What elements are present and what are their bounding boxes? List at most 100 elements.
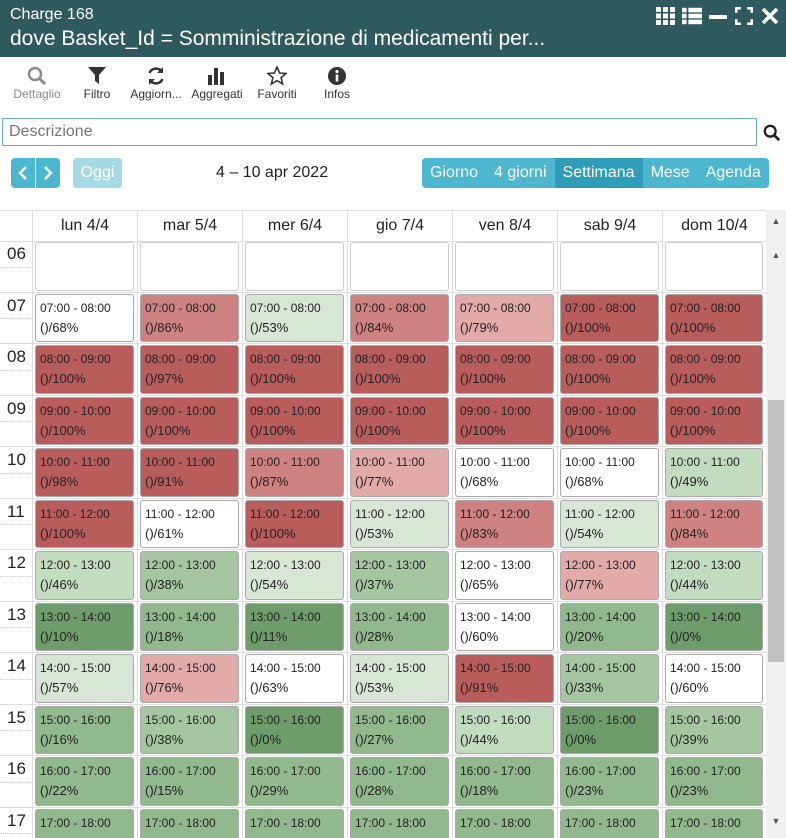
calendar-event[interactable]: 08:00 - 09:00 ()/97% — [140, 345, 239, 394]
calendar-event[interactable]: 14:00 - 15:00 ()/91% — [455, 654, 554, 703]
calendar-event[interactable]: 09:00 - 10:00 ()/100% — [140, 396, 239, 445]
calendar-event[interactable]: 07:00 - 08:00 ()/68% — [35, 293, 134, 342]
calendar-event[interactable]: 17:00 - 18:00 — [455, 808, 554, 838]
calendar-event[interactable]: 10:00 - 11:00 ()/98% — [35, 448, 134, 497]
calendar-event[interactable]: 07:00 - 08:00 ()/86% — [140, 293, 239, 342]
calendar-event[interactable]: 08:00 - 09:00 ()/100% — [455, 345, 554, 394]
view-tab-mese[interactable]: Mese — [642, 158, 698, 188]
search-button[interactable] — [760, 120, 784, 146]
calendar-event[interactable]: 16:00 - 17:00 ()/18% — [455, 757, 554, 806]
calendar-event[interactable]: 10:00 - 11:00 ()/87% — [245, 448, 344, 497]
calendar-event[interactable]: 11:00 - 12:00 ()/54% — [560, 499, 659, 548]
calendar-event[interactable]: 11:00 - 12:00 ()/83% — [455, 499, 554, 548]
calendar-event[interactable]: 15:00 - 16:00 ()/39% — [665, 705, 763, 754]
calendar-event[interactable]: 15:00 - 16:00 ()/0% — [245, 705, 344, 754]
calendar-event[interactable]: 11:00 - 12:00 ()/61% — [140, 499, 239, 548]
calendar-event[interactable]: 13:00 - 14:00 ()/10% — [35, 602, 134, 651]
empty-slot[interactable] — [560, 242, 659, 291]
calendar-event[interactable]: 12:00 - 13:00 ()/37% — [350, 551, 449, 600]
calendar-event[interactable]: 09:00 - 10:00 ()/100% — [35, 396, 134, 445]
calendar-event[interactable]: 15:00 - 16:00 ()/38% — [140, 705, 239, 754]
calendar-event[interactable]: 10:00 - 11:00 ()/68% — [455, 448, 554, 497]
calendar-event[interactable]: 14:00 - 15:00 ()/33% — [560, 654, 659, 703]
toolbar-button-favoriti[interactable]: Favoriti — [254, 65, 300, 101]
calendar-event[interactable]: 17:00 - 18:00 — [245, 808, 344, 838]
toolbar-button-dettaglio[interactable]: Dettaglio — [9, 65, 65, 101]
maximize-icon[interactable] — [734, 6, 754, 26]
calendar-event[interactable]: 13:00 - 14:00 ()/0% — [665, 602, 763, 651]
search-input[interactable] — [3, 119, 756, 145]
calendar-event[interactable]: 16:00 - 17:00 ()/29% — [245, 757, 344, 806]
calendar-event[interactable]: 08:00 - 09:00 ()/100% — [665, 345, 763, 394]
empty-slot[interactable] — [455, 242, 554, 291]
calendar-event[interactable]: 09:00 - 10:00 ()/100% — [245, 396, 344, 445]
calendar-event[interactable]: 17:00 - 18:00 — [35, 808, 134, 838]
grid-view-icon[interactable] — [656, 6, 676, 26]
calendar-event[interactable]: 12:00 - 13:00 ()/46% — [35, 551, 134, 600]
calendar-event[interactable]: 12:00 - 13:00 ()/77% — [560, 551, 659, 600]
calendar-event[interactable]: 09:00 - 10:00 ()/100% — [665, 396, 763, 445]
scrollbar[interactable]: ▲ ▲ ▼ — [766, 210, 786, 838]
calendar-event[interactable]: 16:00 - 17:00 ()/28% — [350, 757, 449, 806]
empty-slot[interactable] — [350, 242, 449, 291]
calendar-event[interactable]: 12:00 - 13:00 ()/65% — [455, 551, 554, 600]
calendar-event[interactable]: 08:00 - 09:00 ()/100% — [560, 345, 659, 394]
calendar-event[interactable]: 11:00 - 12:00 ()/100% — [35, 499, 134, 548]
calendar-event[interactable]: 13:00 - 14:00 ()/28% — [350, 602, 449, 651]
calendar-event[interactable]: 14:00 - 15:00 ()/76% — [140, 654, 239, 703]
calendar-event[interactable]: 10:00 - 11:00 ()/91% — [140, 448, 239, 497]
prev-week-button[interactable] — [11, 158, 35, 188]
empty-slot[interactable] — [35, 242, 134, 291]
empty-slot[interactable] — [245, 242, 344, 291]
calendar-event[interactable]: 12:00 - 13:00 ()/38% — [140, 551, 239, 600]
scrollbar-thumb[interactable] — [768, 400, 784, 662]
calendar-event[interactable]: 09:00 - 10:00 ()/100% — [350, 396, 449, 445]
scroll-up-icon[interactable]: ▲ — [771, 250, 781, 260]
calendar-event[interactable]: 07:00 - 08:00 ()/79% — [455, 293, 554, 342]
calendar-event[interactable]: 16:00 - 17:00 ()/15% — [140, 757, 239, 806]
calendar-event[interactable]: 11:00 - 12:00 ()/53% — [350, 499, 449, 548]
calendar-event[interactable]: 08:00 - 09:00 ()/100% — [350, 345, 449, 394]
toolbar-button-infos[interactable]: Infos — [320, 65, 354, 101]
calendar-event[interactable]: 13:00 - 14:00 ()/20% — [560, 602, 659, 651]
calendar-event[interactable]: 16:00 - 17:00 ()/22% — [35, 757, 134, 806]
calendar-event[interactable]: 10:00 - 11:00 ()/49% — [665, 448, 763, 497]
calendar-event[interactable]: 07:00 - 08:00 ()/100% — [560, 293, 659, 342]
calendar-event[interactable]: 13:00 - 14:00 ()/11% — [245, 602, 344, 651]
calendar-event[interactable]: 12:00 - 13:00 ()/54% — [245, 551, 344, 600]
calendar-event[interactable]: 17:00 - 18:00 — [665, 808, 763, 838]
calendar-event[interactable]: 11:00 - 12:00 ()/84% — [665, 499, 763, 548]
view-tab-agenda[interactable]: Agenda — [697, 158, 769, 188]
calendar-event[interactable]: 17:00 - 18:00 — [560, 808, 659, 838]
calendar-event[interactable]: 12:00 - 13:00 ()/44% — [665, 551, 763, 600]
empty-slot[interactable] — [665, 242, 763, 291]
calendar-event[interactable]: 14:00 - 15:00 ()/53% — [350, 654, 449, 703]
view-tab-giorno[interactable]: Giorno — [422, 158, 487, 188]
toolbar-button-aggregati[interactable]: Aggregati — [188, 65, 246, 101]
calendar-event[interactable]: 14:00 - 15:00 ()/63% — [245, 654, 344, 703]
calendar-event[interactable]: 13:00 - 14:00 ()/18% — [140, 602, 239, 651]
calendar-event[interactable]: 17:00 - 18:00 — [140, 808, 239, 838]
view-tab-settimana[interactable]: Settimana — [554, 158, 643, 188]
today-button[interactable]: Oggi — [73, 158, 122, 188]
close-icon[interactable] — [760, 6, 780, 26]
view-tab-4-giorni[interactable]: 4 giorni — [486, 158, 555, 188]
calendar-event[interactable]: 16:00 - 17:00 ()/23% — [560, 757, 659, 806]
calendar-event[interactable]: 09:00 - 10:00 ()/100% — [560, 396, 659, 445]
calendar-event[interactable]: 08:00 - 09:00 ()/100% — [35, 345, 134, 394]
list-view-icon[interactable] — [682, 6, 702, 26]
calendar-event[interactable]: 14:00 - 15:00 ()/57% — [35, 654, 134, 703]
toolbar-button-aggiorna[interactable]: Aggiorn... — [126, 65, 186, 101]
calendar-event[interactable]: 07:00 - 08:00 ()/100% — [665, 293, 763, 342]
calendar-event[interactable]: 15:00 - 16:00 ()/0% — [560, 705, 659, 754]
calendar-event[interactable]: 15:00 - 16:00 ()/44% — [455, 705, 554, 754]
calendar-event[interactable]: 07:00 - 08:00 ()/53% — [245, 293, 344, 342]
calendar-event[interactable]: 15:00 - 16:00 ()/27% — [350, 705, 449, 754]
scroll-up-icon[interactable]: ▲ — [771, 216, 781, 226]
minimize-icon[interactable] — [708, 6, 728, 26]
next-week-button[interactable] — [36, 158, 60, 188]
calendar-event[interactable]: 11:00 - 12:00 ()/100% — [245, 499, 344, 548]
toolbar-button-filtro[interactable]: Filtro — [80, 65, 114, 101]
calendar-event[interactable]: 14:00 - 15:00 ()/60% — [665, 654, 763, 703]
calendar-event[interactable]: 07:00 - 08:00 ()/84% — [350, 293, 449, 342]
